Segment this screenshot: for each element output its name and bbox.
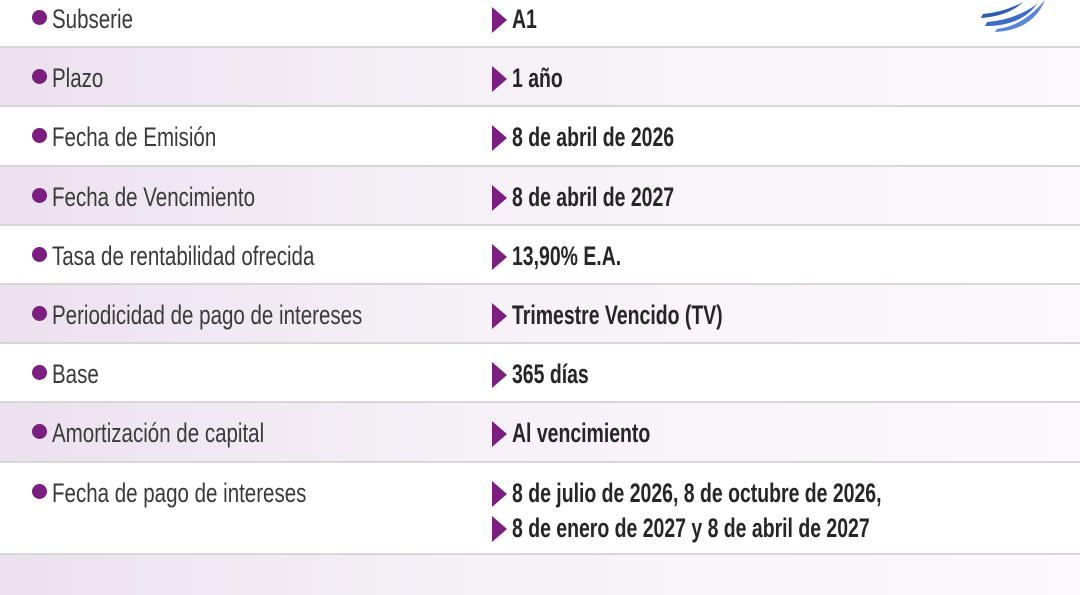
- row-value: 8 de abril de 2027: [512, 181, 675, 212]
- row-value: 8 de abril de 2026: [512, 122, 675, 153]
- row-label: Periodicidad de pago de intereses: [52, 300, 363, 330]
- row-value: 13,90% E.A.: [512, 240, 622, 271]
- row-value: A1: [512, 4, 537, 34]
- row-value: 365 días: [512, 359, 589, 390]
- bullet-arrow: [492, 66, 507, 93]
- bullet-dot: [32, 69, 47, 85]
- row-value: 8 de julio de 2026, 8 de octubre de 2026…: [512, 477, 882, 508]
- bullet-dot: [32, 10, 47, 25]
- table-row: Fecha de pago de intereses 8 de julio de …: [0, 463, 1080, 555]
- row-value: Al vencimiento: [512, 418, 651, 449]
- bullet-arrow: [492, 421, 507, 448]
- row-label: Fecha de Vencimiento: [52, 181, 256, 212]
- bullet-arrow: [492, 184, 507, 211]
- bullet-dot: [32, 483, 47, 499]
- row-label: Base: [52, 359, 99, 390]
- bullet-dot: [32, 365, 47, 381]
- bullet-dot: [32, 246, 47, 262]
- row-value: 8 de enero de 2027 y 8 de abril de 2027: [512, 512, 870, 543]
- table-row: Plazo 1 año: [0, 48, 1080, 108]
- table-row: Base 365 días: [0, 344, 1080, 404]
- table-row: Fecha de Emisión 8 de abril de 2026: [0, 107, 1080, 167]
- table-row: Tasa de rentabilidad ofrecida 13,90% E.A.: [0, 226, 1080, 285]
- bullet-arrow: [492, 243, 507, 270]
- table-row: Subserie A1: [0, 0, 1080, 49]
- table-row: [0, 554, 1080, 595]
- row-label: Fecha de pago de intereses: [52, 477, 307, 508]
- row-value: 1 año: [512, 63, 563, 94]
- bullet-arrow: [492, 7, 507, 33]
- bullet-dot: [32, 306, 47, 321]
- row-label: Subserie: [52, 4, 133, 34]
- logo: [981, 0, 1045, 32]
- logo-swoosh: [985, 4, 1037, 26]
- row-label: Plazo: [52, 63, 104, 94]
- bullet-dot: [32, 424, 47, 440]
- row-value: Trimestre Vencido (TV): [512, 300, 723, 330]
- bullet-arrow: [492, 480, 507, 507]
- table-row: Periodicidad de pago de intereses Trimest…: [0, 285, 1080, 345]
- table-row: Amortización de capital Al vencimiento: [0, 403, 1080, 463]
- logo-swoosh: [981, 2, 1023, 18]
- bullet-dot: [32, 128, 47, 144]
- table-row: Fecha de Vencimiento 8 de abril de 2027: [0, 166, 1080, 226]
- logo-swoosh: [995, 0, 1045, 32]
- bullet-arrow: [492, 362, 507, 389]
- bullet-arrow: [492, 515, 507, 542]
- bullet-dot: [32, 187, 47, 203]
- bullet-arrow: [492, 303, 507, 329]
- row-label: Tasa de rentabilidad ofrecida: [52, 240, 315, 271]
- bullet-arrow: [492, 125, 507, 152]
- row-label: Amortización de capital: [52, 418, 265, 449]
- row-label: Fecha de Emisión: [52, 122, 217, 153]
